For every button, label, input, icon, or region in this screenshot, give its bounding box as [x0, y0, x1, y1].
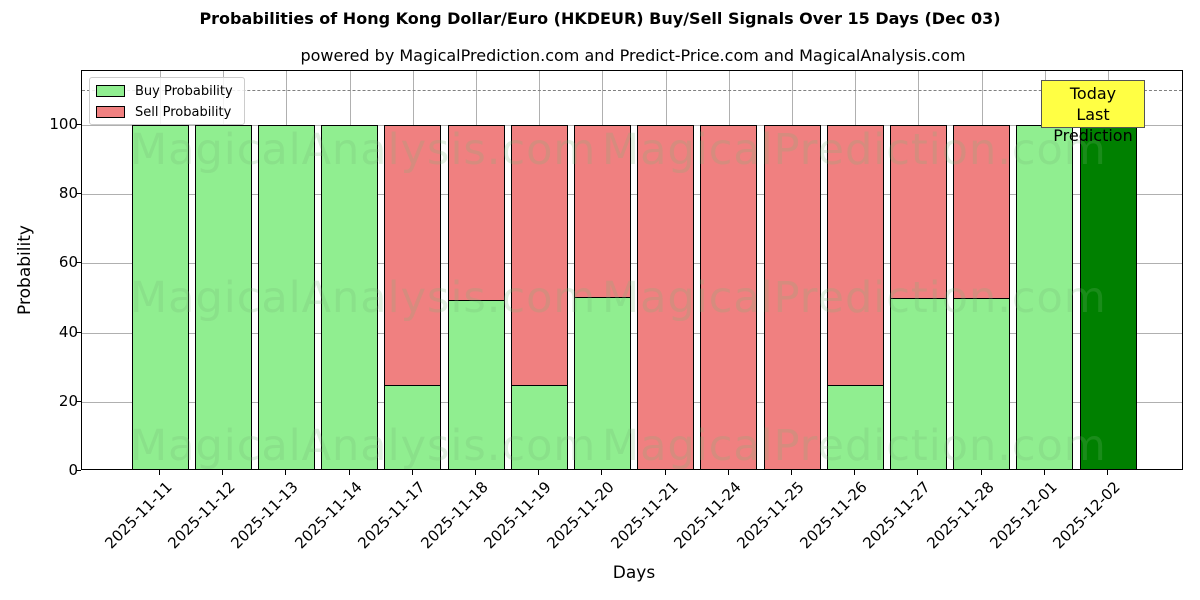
x-tick-mark: [1107, 470, 1108, 475]
annotation-line: Last Prediction: [1053, 105, 1133, 145]
gridline-h: [82, 194, 1182, 196]
plot-area: MagicalAnalysis.com MagicalPrediction.co…: [81, 70, 1183, 470]
sell-bar: [447, 125, 505, 301]
chart-title: Probabilities of Hong Kong Dollar/Euro (…: [199, 9, 1001, 28]
buy-bar: [953, 298, 1011, 469]
buy-bar: [1016, 125, 1074, 469]
buy-bar: [257, 125, 315, 469]
x-tick-mark: [664, 470, 666, 475]
sell-bar: [700, 125, 758, 469]
watermark: MagicalAnalysis.com: [130, 125, 597, 175]
y-tick-label: 100: [49, 115, 78, 133]
watermark: MagicalAnalysis.com: [130, 421, 597, 470]
legend: Buy Probability Sell Probability: [89, 77, 245, 125]
gridline-h: [82, 332, 1182, 334]
y-tick-mark: [76, 400, 81, 402]
sell-bar: [384, 125, 442, 386]
y-tick-label: 0: [68, 461, 78, 479]
buy-bar: [573, 296, 631, 469]
watermark: MagicalPrediction.com: [602, 273, 1107, 323]
buy-bar: [384, 384, 442, 469]
x-tick-mark: [538, 470, 540, 475]
gridline-h: [82, 401, 1182, 403]
sell-swatch-icon: [96, 106, 125, 118]
legend-label: Buy Probability: [135, 83, 233, 99]
x-tick-mark: [601, 470, 603, 475]
x-tick-mark: [854, 470, 856, 475]
x-tick-mark: [980, 470, 982, 475]
buy-bar: [194, 125, 252, 469]
y-tick-mark: [76, 470, 81, 471]
watermark: MagicalPrediction.com: [602, 125, 1107, 175]
x-tick-mark: [285, 470, 287, 475]
y-tick-mark: [76, 193, 81, 195]
gridline-h: [82, 125, 1182, 126]
sell-bar: [637, 125, 695, 469]
buy-bar: [131, 125, 189, 469]
y-tick-mark: [76, 124, 81, 125]
buy-bar: [321, 125, 379, 469]
y-tick-label: 80: [58, 184, 78, 203]
sell-bar: [889, 125, 947, 299]
y-axis-title: Probability: [15, 225, 35, 315]
y-tick-mark: [76, 262, 81, 264]
watermark: MagicalAnalysis.com: [130, 273, 597, 323]
buy-swatch-icon: [96, 85, 125, 97]
sell-bar: [953, 125, 1011, 299]
legend-item-sell: Sell Probability: [96, 104, 231, 120]
sell-bar: [763, 125, 821, 469]
sell-bar: [573, 125, 631, 298]
buy-bar: [889, 298, 947, 469]
x-tick-mark: [348, 470, 350, 475]
x-tick-mark: [475, 470, 476, 475]
y-tick-label: 60: [58, 253, 78, 272]
gridline-h: [82, 263, 1182, 265]
watermark: MagicalPrediction.com: [602, 421, 1107, 470]
y-tick-label: 40: [58, 322, 78, 341]
x-tick-mark: [1043, 470, 1045, 475]
legend-label: Sell Probability: [135, 104, 232, 120]
sell-bar: [510, 125, 568, 386]
x-axis-title: Days: [612, 563, 656, 583]
x-tick-mark: [222, 470, 224, 475]
today-annotation: Today Last Prediction: [1041, 80, 1145, 145]
x-tick-mark: [411, 470, 413, 475]
y-tick-label: 20: [58, 391, 78, 410]
x-tick-mark: [791, 470, 792, 475]
chart-subtitle: powered by MagicalPrediction.com and Pre…: [300, 46, 966, 65]
buy-bar: [1079, 125, 1137, 469]
x-tick-mark: [727, 470, 729, 475]
legend-item-buy: Buy Probability: [96, 83, 233, 99]
annotation-line: Today: [1069, 84, 1117, 103]
y-tick-mark: [76, 331, 81, 333]
x-tick-mark: [917, 470, 919, 475]
reference-line: [82, 90, 1182, 92]
buy-bar: [510, 384, 568, 469]
sell-bar: [826, 125, 884, 386]
x-tick-mark: [159, 470, 160, 475]
